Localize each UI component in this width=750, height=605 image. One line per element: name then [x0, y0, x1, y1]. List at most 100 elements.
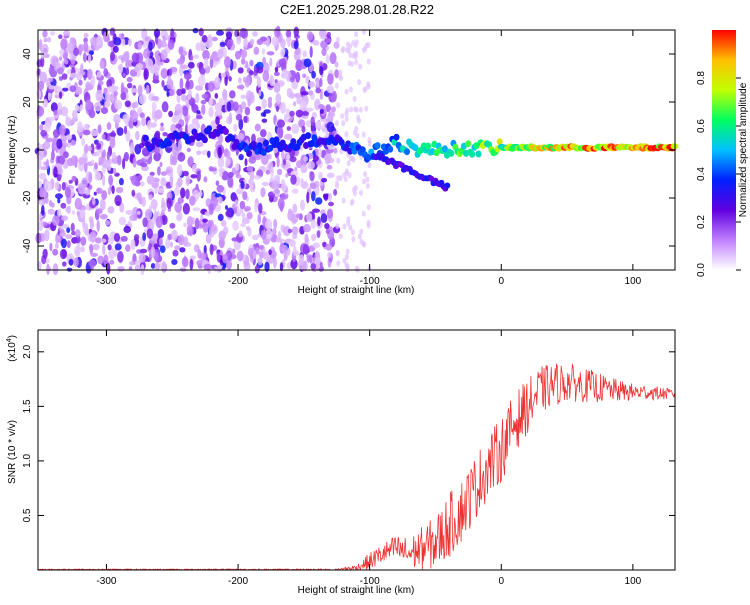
spectrogram-noise-blob: [290, 258, 298, 270]
spectrogram-noise-blob: [238, 153, 244, 161]
spectrogram-noise-blob: [216, 251, 221, 263]
spectrogram-noise-blob: [271, 228, 277, 235]
spectrogram-noise-blob: [354, 31, 359, 38]
spectrogram-signal-blob: [425, 142, 432, 150]
spectrogram-noise-blob: [367, 162, 372, 169]
spectrogram-noise-blob: [227, 171, 234, 178]
spectrogram-noise-blob: [60, 38, 68, 51]
spectrogram-noise-blob: [122, 158, 126, 170]
spectrogram-noise-blob: [72, 109, 78, 121]
spectrogram-noise-blob: [140, 162, 148, 168]
spectrogram-noise-blob: [170, 28, 175, 39]
spectrogram-noise-blob: [289, 110, 295, 117]
spectrogram-noise-blob: [183, 222, 187, 228]
spectrogram-noise-blob: [63, 151, 69, 159]
spectrogram-noise-blob: [275, 105, 279, 112]
spectrogram-noise-blob: [98, 80, 104, 86]
spectrogram-noise-blob: [275, 237, 283, 243]
spectrogram-noise-blob: [145, 84, 150, 95]
spectrogram-noise-blob: [366, 204, 371, 211]
spectrogram-noise-blob: [316, 230, 321, 238]
spectrogram-noise-blob: [148, 194, 153, 201]
spectrogram-noise-blob: [204, 211, 210, 216]
spectrogram-noise-blob: [326, 31, 331, 38]
spectrogram-noise-blob: [366, 222, 371, 229]
spectrogram-noise-blob: [249, 70, 254, 76]
spectrogram-noise-blob: [336, 260, 341, 267]
spectrogram-noise-blob: [52, 248, 59, 256]
spectrogram-noise-blob: [151, 182, 159, 189]
spectrogram-noise-blob: [60, 229, 65, 234]
spectrogram-noise-blob: [161, 197, 165, 208]
spectrogram-y-tick-label: 40: [22, 48, 33, 60]
spectrogram-noise-blob: [277, 197, 285, 210]
spectrogram-noise-blob: [48, 116, 56, 122]
spectrogram-noise-blob: [169, 68, 173, 76]
spectrogram-noise-blob: [325, 104, 332, 113]
spectrogram-noise-blob: [221, 170, 229, 181]
spectrogram-noise-blob: [342, 257, 347, 264]
spectrogram-noise-blob: [331, 90, 337, 102]
spectrogram-noise-blob: [213, 51, 218, 58]
spectrogram-noise-blob: [54, 181, 60, 191]
spectrogram-noise-blob: [289, 239, 296, 248]
spectrogram-noise-blob: [311, 233, 317, 242]
spectrogram-noise-blob: [159, 262, 163, 269]
spectrogram-noise-blob: [140, 181, 145, 187]
spectrogram-noise-blob: [244, 76, 250, 88]
spectrogram-noise-blob: [112, 45, 119, 53]
spectrogram-noise-blob: [333, 189, 338, 196]
spectrogram-noise-blob: [159, 245, 166, 254]
spectrogram-noise-blob: [177, 176, 183, 188]
spectrogram-noise-blob: [273, 218, 278, 230]
spectrogram-noise-blob: [260, 187, 266, 198]
spectrogram-noise-blob: [160, 122, 164, 127]
spectrogram-noise-blob: [153, 28, 161, 38]
spectrogram-noise-blob: [237, 133, 245, 141]
spectrogram-noise-blob: [344, 88, 349, 95]
spectrogram-noise-blob: [226, 40, 233, 48]
spectrogram-noise-blob: [104, 220, 111, 226]
spectrogram-noise-blob: [131, 52, 140, 63]
spectrogram-noise-blob: [101, 190, 107, 200]
spectrogram-noise-blob: [83, 40, 89, 53]
spectrogram-noise-blob: [201, 93, 208, 99]
spectrogram-noise-blob: [216, 30, 224, 36]
spectrogram-noise-blob: [325, 228, 330, 235]
spectrogram-noise-blob: [293, 26, 299, 37]
spectrogram-noise-blob: [285, 173, 289, 178]
spectrogram-noise-blob: [267, 96, 273, 103]
spectrogram-noise-blob: [315, 120, 321, 130]
spectrogram-noise-blob: [319, 65, 324, 76]
spectrogram-noise-blob: [226, 101, 232, 112]
spectrogram-noise-blob: [214, 76, 221, 89]
spectrogram-noise-blob: [120, 91, 127, 101]
spectrogram-noise-blob: [115, 186, 124, 194]
spectrogram-noise-blob: [326, 208, 334, 219]
spectrogram-noise-blob: [300, 164, 308, 174]
spectrogram-noise-blob: [335, 183, 339, 190]
spectrogram-noise-blob: [293, 40, 299, 50]
spectrogram-noise-blob: [268, 249, 272, 256]
spectrogram-noise-blob: [354, 39, 359, 46]
spectrogram-noise-blob: [60, 106, 69, 117]
spectrogram-noise-blob: [176, 88, 183, 96]
spectrogram-noise-blob: [200, 213, 204, 225]
spectrogram-noise-blob: [53, 166, 58, 178]
spectrogram-noise-blob: [62, 261, 67, 267]
spectrogram-noise-blob: [174, 245, 181, 251]
spectrogram-noise-blob: [53, 109, 58, 116]
spectrogram-noise-blob: [117, 266, 125, 272]
spectrogram-noise-blob: [279, 262, 284, 272]
spectrogram-noise-blob: [146, 228, 153, 239]
spectrogram-noise-blob: [90, 252, 98, 257]
spectrogram-noise-blob: [347, 172, 352, 179]
spectrogram-noise-blob: [345, 46, 350, 53]
spectrogram-noise-blob: [306, 212, 313, 223]
spectrogram-noise-blob: [195, 115, 203, 120]
spectrogram-noise-blob: [334, 61, 339, 68]
spectrogram-noise-blob: [74, 86, 83, 95]
spectrogram-noise-blob: [100, 238, 107, 243]
spectrogram-noise-blob: [141, 28, 148, 40]
